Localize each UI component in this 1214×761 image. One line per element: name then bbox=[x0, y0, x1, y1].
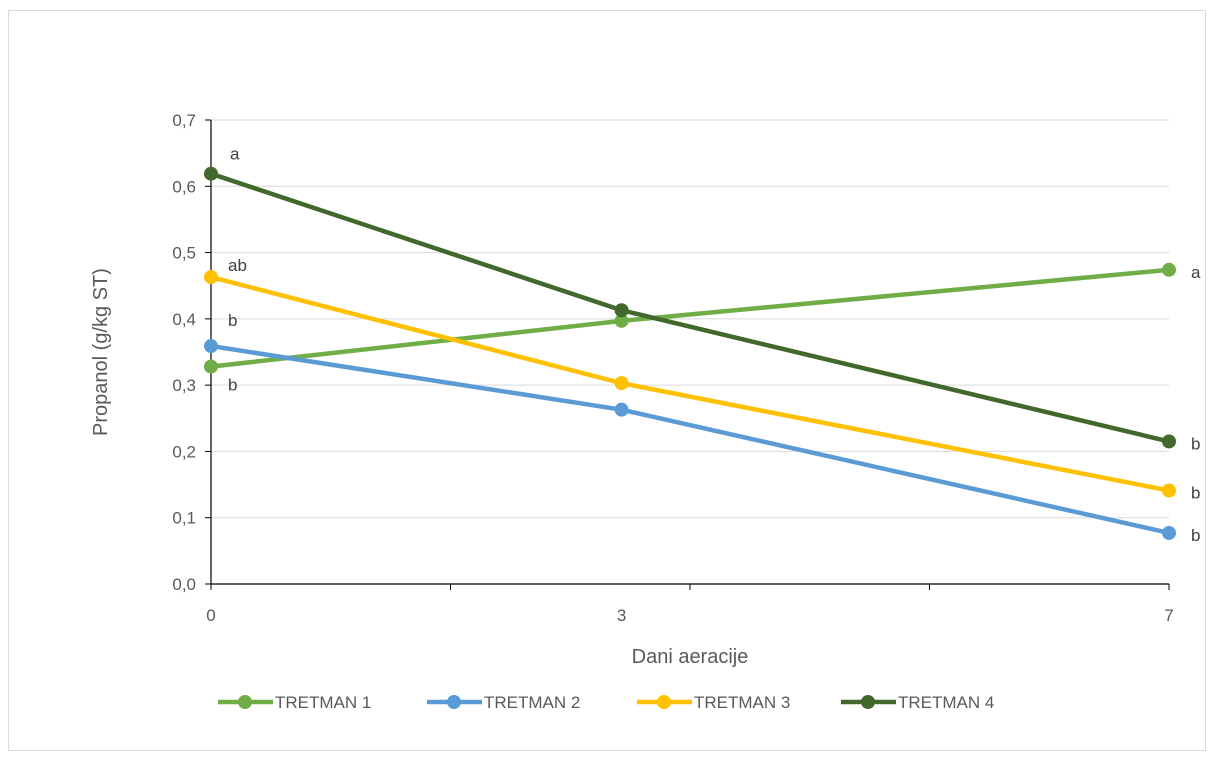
legend-marker bbox=[447, 695, 461, 709]
data-point bbox=[614, 376, 629, 391]
data-point bbox=[204, 270, 218, 285]
y-axis-title: Propanol (g/kg ST) bbox=[90, 268, 112, 436]
y-tick-label: 0,6 bbox=[172, 177, 196, 196]
data-point bbox=[204, 166, 218, 181]
series-line bbox=[208, 171, 1172, 444]
legend: TRETMAN 1 TRETMAN 2 TRETMAN 3 TRETMAN 4 bbox=[218, 693, 994, 712]
data-point bbox=[614, 402, 629, 417]
legend-label: TRETMAN 2 bbox=[484, 693, 580, 712]
data-point bbox=[1162, 525, 1176, 540]
series-line bbox=[208, 267, 1172, 369]
x-axis-title: Dani aeracije bbox=[632, 646, 749, 668]
data-point bbox=[614, 303, 629, 318]
y-tick-label: 0,5 bbox=[172, 244, 196, 263]
y-tick-label: 0,7 bbox=[172, 111, 196, 130]
series-line bbox=[208, 274, 1172, 493]
data-point bbox=[1162, 434, 1176, 449]
series-line bbox=[208, 343, 1172, 536]
legend-label: TRETMAN 1 bbox=[275, 693, 371, 712]
x-tick-labels: 0 3 7 bbox=[206, 606, 1173, 625]
y-tick-label: 0,2 bbox=[172, 442, 196, 461]
significance-label: b bbox=[1191, 484, 1200, 503]
data-point bbox=[204, 339, 218, 354]
data-point bbox=[614, 313, 629, 328]
y-tick-label: 0,4 bbox=[172, 310, 196, 329]
x-tick-label: 0 bbox=[206, 606, 215, 625]
y-tick-label: 0,1 bbox=[172, 509, 196, 528]
significance-label: ab bbox=[228, 256, 247, 275]
y-tick-labels: 0,0 0,1 0,2 0,3 0,4 0,5 0,6 0,7 bbox=[172, 111, 196, 594]
significance-label: b bbox=[228, 376, 237, 395]
significance-label: b bbox=[1191, 526, 1200, 545]
x-tick-label: 3 bbox=[617, 606, 626, 625]
legend-label: TRETMAN 4 bbox=[898, 693, 994, 712]
series-lines bbox=[204, 166, 1176, 540]
y-tick-label: 0,0 bbox=[172, 575, 196, 594]
legend-marker bbox=[861, 695, 875, 709]
legend-marker bbox=[238, 695, 252, 709]
significance-label: a bbox=[1191, 263, 1201, 282]
axes bbox=[205, 119, 1170, 590]
data-point bbox=[204, 359, 218, 374]
data-point bbox=[1162, 483, 1176, 498]
gridlines bbox=[211, 119, 1169, 519]
y-tick-label: 0,3 bbox=[172, 376, 196, 395]
significance-label: b bbox=[228, 311, 237, 330]
significance-label: b bbox=[1191, 434, 1200, 453]
legend-label: TRETMAN 3 bbox=[694, 693, 790, 712]
legend-marker bbox=[657, 695, 671, 709]
significance-label: a bbox=[230, 145, 240, 164]
x-tick-label: 7 bbox=[1164, 606, 1173, 625]
data-point bbox=[1162, 262, 1176, 277]
